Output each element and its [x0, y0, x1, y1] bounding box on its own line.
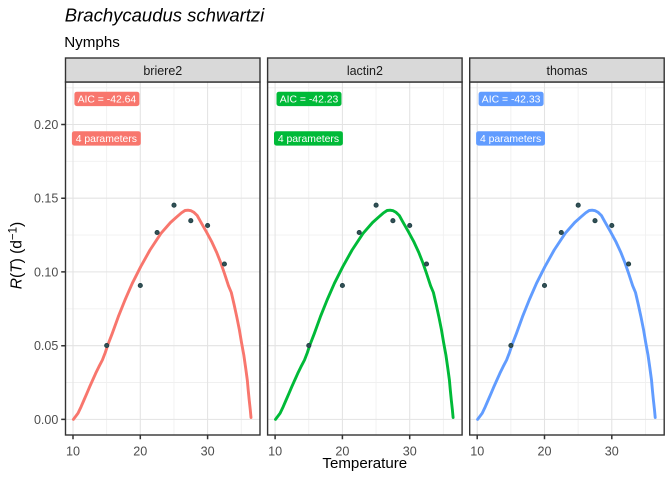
- svg-text:30: 30: [605, 445, 619, 459]
- svg-text:0.05: 0.05: [34, 339, 58, 353]
- svg-text:4 parameters: 4 parameters: [76, 134, 137, 145]
- svg-text:30: 30: [201, 445, 215, 459]
- svg-text:Temperature: Temperature: [322, 455, 407, 472]
- svg-text:10: 10: [268, 445, 282, 459]
- svg-text:0.00: 0.00: [34, 413, 58, 427]
- svg-text:20: 20: [133, 445, 147, 459]
- svg-text:AIC = -42.33: AIC = -42.33: [482, 95, 541, 106]
- svg-text:20: 20: [537, 445, 551, 459]
- svg-text:briere2: briere2: [143, 64, 182, 78]
- svg-text:10: 10: [66, 445, 80, 459]
- svg-text:Nymphs: Nymphs: [64, 34, 120, 51]
- svg-text:Brachycaudus schwartzi: Brachycaudus schwartzi: [65, 5, 265, 26]
- svg-text:AIC = -42.64: AIC = -42.64: [78, 95, 137, 106]
- svg-text:thomas: thomas: [547, 64, 588, 78]
- svg-text:20: 20: [335, 445, 349, 459]
- svg-text:30: 30: [403, 445, 417, 459]
- svg-text:0.10: 0.10: [34, 265, 58, 279]
- svg-text:0.15: 0.15: [34, 192, 58, 206]
- svg-text:lactin2: lactin2: [347, 64, 383, 78]
- svg-text:10: 10: [470, 445, 484, 459]
- svg-text:4 parameters: 4 parameters: [278, 134, 339, 145]
- svg-text:4 parameters: 4 parameters: [480, 134, 541, 145]
- svg-text:AIC = -42.23: AIC = -42.23: [280, 95, 339, 106]
- svg-text:0.20: 0.20: [34, 118, 58, 132]
